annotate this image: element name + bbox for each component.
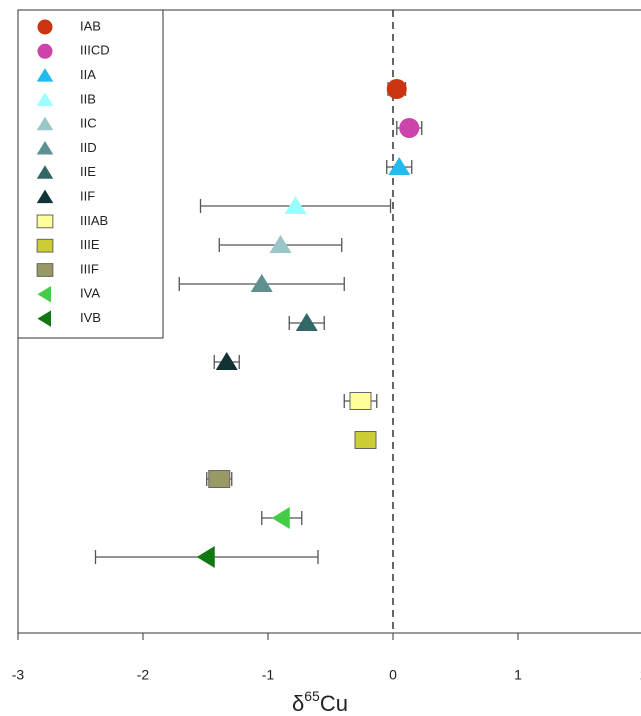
data-point [284, 196, 307, 214]
legend-label: IIICD [80, 43, 110, 58]
legend-marker [37, 19, 53, 35]
data-point [349, 392, 372, 410]
legend-label: IIA [80, 67, 96, 82]
data-point [388, 157, 411, 175]
legend-marker [36, 189, 54, 204]
legend-marker [36, 214, 54, 229]
x-tick-label: 0 [389, 667, 397, 683]
data-point [208, 470, 231, 488]
data-point [271, 507, 290, 529]
legend-label: IVA [80, 286, 100, 301]
legend-marker [37, 43, 53, 59]
legend-label: IVB [80, 310, 101, 325]
x-tick-label: -2 [137, 667, 150, 683]
legend-marker [36, 141, 54, 155]
legend-label: IID [80, 140, 97, 155]
data-point [269, 235, 292, 253]
legend-marker [37, 310, 51, 327]
data-point [215, 352, 238, 370]
legend-marker [36, 165, 54, 179]
x-tick-label: -3 [12, 667, 25, 683]
legend-label: IIC [80, 116, 97, 131]
data-point [196, 546, 215, 568]
legend-label: IIB [80, 91, 96, 106]
x-tick-label: -1 [262, 667, 275, 683]
legend-marker [36, 92, 54, 106]
x-tick-label: 1 [514, 667, 522, 683]
legend-label: IIIE [80, 237, 100, 252]
data-point [250, 274, 273, 292]
legend-label: IIF [80, 189, 95, 204]
legend-label: IIE [80, 164, 96, 179]
legend-label: IIIAB [80, 213, 108, 228]
data-point [354, 431, 377, 449]
legend-label: IIIF [80, 261, 99, 276]
legend-marker [36, 238, 54, 253]
x-axis-label: δ65Cu [292, 688, 348, 716]
x-label-element: Cu [320, 691, 348, 716]
data-point [386, 79, 407, 99]
legend-marker [36, 116, 54, 131]
data-point [295, 313, 318, 331]
x-label-symbol: δ [292, 691, 304, 716]
x-label-sup: 65 [304, 688, 320, 704]
legend-marker [36, 263, 54, 277]
legend-label: IAB [80, 18, 101, 33]
legend-marker [37, 286, 51, 303]
data-point [399, 118, 420, 138]
legend-marker [36, 68, 54, 82]
